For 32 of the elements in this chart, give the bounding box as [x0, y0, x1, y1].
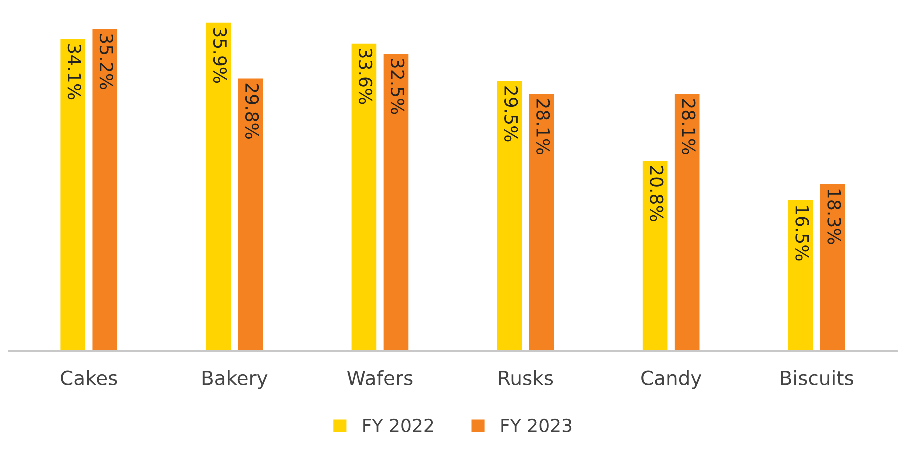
data-label: 33.6%	[358, 49, 373, 104]
x-tick-label: Biscuits	[781, 370, 854, 386]
x-tick-label: Candy	[642, 370, 702, 390]
data-label: 16.5%	[796, 206, 810, 261]
data-label: 35.9%	[213, 28, 228, 84]
bar	[350, 42, 378, 351]
bar	[91, 28, 119, 351]
bar	[382, 52, 410, 351]
bar	[496, 80, 524, 351]
bar	[236, 77, 264, 351]
data-label: 28.1%	[682, 100, 696, 155]
bar	[59, 38, 87, 351]
legend-label: FY 2023	[502, 418, 572, 433]
data-label: 20.8%	[650, 166, 664, 222]
data-label: 35.2%	[100, 34, 114, 90]
bar	[674, 92, 702, 351]
data-label: 29.8%	[245, 84, 260, 139]
data-label: 18.3%	[828, 190, 842, 244]
bar	[204, 21, 232, 351]
x-tick-label: Bakery	[202, 370, 268, 390]
data-label: 29.5%	[504, 86, 518, 142]
bar	[642, 160, 670, 351]
bar	[819, 182, 847, 351]
bar	[528, 92, 556, 351]
data-label: 28.1%	[536, 100, 550, 155]
x-tick-label: Wafers	[347, 370, 413, 386]
legend-label: FY 2022	[364, 418, 434, 433]
x-tick-label: Cakes	[61, 370, 118, 386]
data-label: 32.5%	[390, 59, 405, 114]
bar	[787, 199, 815, 351]
data-label: 34.1%	[68, 44, 82, 100]
x-tick-label: Rusks	[499, 370, 554, 386]
